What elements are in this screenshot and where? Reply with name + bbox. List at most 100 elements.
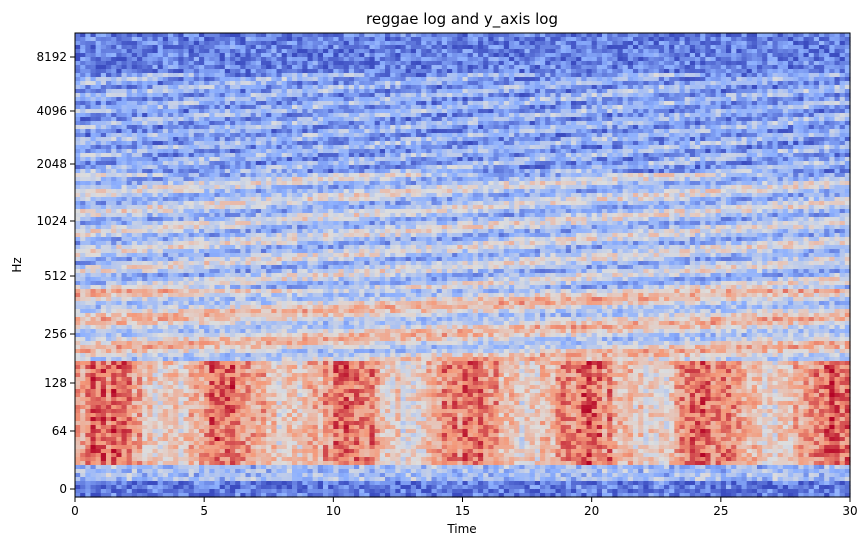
heatmap-cell bbox=[255, 393, 262, 398]
heatmap-cell bbox=[152, 129, 159, 134]
heatmap-cell bbox=[162, 473, 169, 478]
heatmap-cell bbox=[147, 69, 154, 74]
heatmap-cell bbox=[230, 281, 236, 286]
heatmap-cell bbox=[224, 433, 231, 438]
heatmap-cell bbox=[276, 125, 283, 130]
heatmap-cell bbox=[147, 157, 154, 162]
heatmap-cell bbox=[106, 385, 112, 390]
heatmap-cell bbox=[266, 73, 272, 78]
heatmap-cell bbox=[147, 45, 154, 50]
heatmap-cell bbox=[178, 141, 185, 146]
heatmap-cell bbox=[85, 45, 92, 50]
heatmap-cell bbox=[162, 361, 169, 366]
heatmap-cell bbox=[121, 157, 128, 162]
heatmap-cell bbox=[80, 265, 86, 270]
heatmap-cell bbox=[126, 273, 133, 278]
heatmap-cell bbox=[224, 277, 231, 282]
heatmap-cell bbox=[147, 321, 154, 326]
heatmap-cell bbox=[188, 149, 195, 154]
heatmap-cell bbox=[266, 461, 272, 466]
heatmap-cell bbox=[85, 301, 92, 306]
heatmap-cell bbox=[111, 381, 117, 386]
heatmap-cell bbox=[219, 281, 226, 286]
heatmap-cell bbox=[188, 369, 195, 374]
heatmap-cell bbox=[95, 401, 102, 406]
heatmap-cell bbox=[142, 373, 148, 378]
heatmap-cell bbox=[178, 109, 185, 114]
heatmap-cell bbox=[85, 257, 92, 262]
heatmap-cell bbox=[131, 45, 138, 50]
heatmap-cell bbox=[168, 317, 174, 322]
heatmap-cell bbox=[111, 85, 117, 90]
heatmap-cell bbox=[95, 125, 102, 130]
heatmap-cell bbox=[157, 421, 164, 426]
heatmap-cell bbox=[266, 425, 272, 430]
heatmap-cell bbox=[245, 213, 252, 218]
heatmap-cell bbox=[173, 445, 179, 450]
heatmap-cell bbox=[271, 137, 278, 142]
heatmap-cell bbox=[188, 193, 195, 198]
heatmap-cell bbox=[271, 401, 278, 406]
heatmap-cell bbox=[168, 393, 174, 398]
heatmap-cell bbox=[85, 465, 92, 470]
heatmap-cell bbox=[245, 57, 252, 62]
heatmap-cell bbox=[111, 325, 117, 330]
heatmap-cell bbox=[219, 137, 226, 142]
heatmap-cell bbox=[193, 81, 200, 86]
heatmap-cell bbox=[266, 437, 272, 442]
heatmap-cell bbox=[209, 405, 216, 410]
heatmap-cell bbox=[106, 257, 112, 262]
heatmap-cell bbox=[281, 465, 288, 470]
heatmap-cell bbox=[235, 125, 241, 130]
heatmap-cell bbox=[157, 345, 164, 350]
heatmap-cell bbox=[245, 237, 252, 242]
heatmap-cell bbox=[209, 153, 216, 158]
heatmap-cell bbox=[121, 181, 128, 186]
heatmap-cell bbox=[255, 353, 262, 358]
heatmap-cell bbox=[204, 389, 210, 394]
heatmap-cell bbox=[106, 349, 112, 354]
heatmap-cell bbox=[178, 93, 185, 98]
heatmap-cell bbox=[292, 281, 298, 286]
heatmap-cell bbox=[235, 401, 241, 406]
heatmap-cell bbox=[121, 33, 128, 38]
heatmap-cell bbox=[173, 205, 179, 210]
heatmap-cell bbox=[286, 137, 293, 142]
heatmap-cell bbox=[106, 201, 112, 206]
heatmap-cell bbox=[199, 89, 205, 94]
heatmap-cell bbox=[235, 437, 241, 442]
heatmap-cell bbox=[173, 249, 179, 254]
heatmap-cell bbox=[152, 413, 159, 418]
heatmap-cell bbox=[173, 177, 179, 182]
heatmap-cell bbox=[173, 173, 179, 178]
heatmap-cell bbox=[224, 293, 231, 298]
heatmap-cell bbox=[245, 101, 252, 106]
heatmap-cell bbox=[276, 161, 283, 166]
heatmap-cell bbox=[100, 69, 107, 74]
heatmap-cell bbox=[137, 89, 143, 94]
heatmap-cell bbox=[142, 81, 148, 86]
heatmap-cell bbox=[230, 129, 236, 134]
heatmap-cell bbox=[173, 113, 179, 118]
heatmap-cell bbox=[152, 181, 159, 186]
heatmap-cell bbox=[157, 385, 164, 390]
heatmap-cell bbox=[142, 405, 148, 410]
heatmap-cell bbox=[75, 305, 81, 310]
heatmap-cell bbox=[235, 185, 241, 190]
heatmap-cell bbox=[230, 53, 236, 58]
heatmap-cell bbox=[95, 437, 102, 442]
heatmap-cell bbox=[271, 249, 278, 254]
heatmap-cell bbox=[209, 449, 216, 454]
heatmap-cell bbox=[219, 261, 226, 266]
heatmap-cell bbox=[204, 93, 210, 98]
heatmap-cell bbox=[271, 325, 278, 330]
heatmap-cell bbox=[286, 453, 293, 458]
heatmap-cell bbox=[152, 453, 159, 458]
heatmap-cell bbox=[286, 445, 293, 450]
heatmap-cell bbox=[183, 449, 190, 454]
heatmap-cell bbox=[271, 321, 278, 326]
heatmap-cell bbox=[271, 101, 278, 106]
heatmap-cell bbox=[255, 269, 262, 274]
heatmap-cell bbox=[178, 381, 185, 386]
heatmap-cell bbox=[85, 489, 92, 494]
